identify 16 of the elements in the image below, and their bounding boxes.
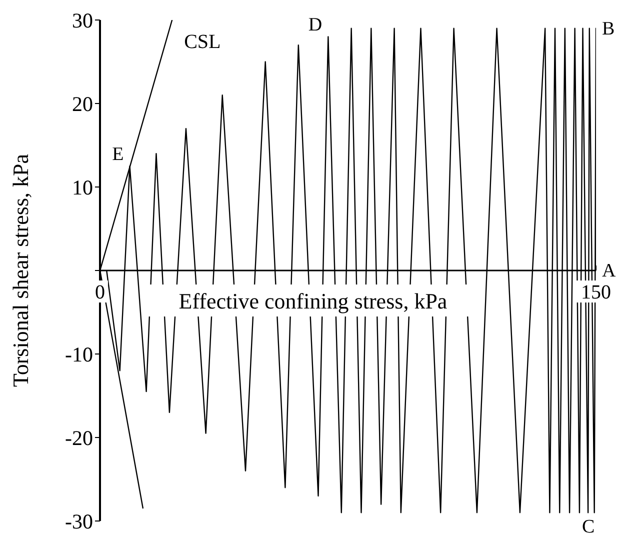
- y-tick-label: 10: [72, 175, 93, 200]
- x-tick-label: 150: [581, 282, 611, 304]
- annotation: B: [602, 18, 615, 40]
- y-tick-label: -30: [65, 509, 93, 534]
- y-axis-title: Torsional shear stress, kPa: [8, 154, 33, 388]
- annotation: D: [308, 14, 322, 36]
- y-tick-label: -10: [65, 342, 93, 366]
- y-tick-label: -20: [65, 426, 93, 450]
- annotation: C: [582, 516, 595, 538]
- series-label: CSL: [184, 31, 221, 53]
- annotation: A: [602, 260, 616, 282]
- y-tick-label: 20: [72, 92, 93, 116]
- x-tick-label: 0: [95, 282, 105, 304]
- annotation: E: [112, 144, 124, 166]
- x-axis-title: Effective confining stress, kPa: [178, 288, 448, 314]
- y-tick-label: 30: [72, 8, 93, 32]
